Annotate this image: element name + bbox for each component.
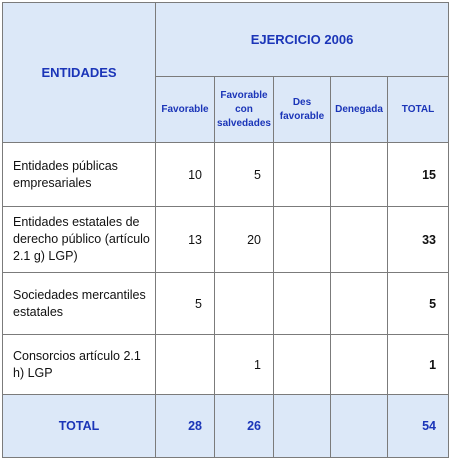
cell-denegada [330,142,388,207]
cell-total: 5 [386,272,450,335]
total-desfavorable [273,394,331,458]
cell-denegada [330,334,388,395]
total-denegada [330,394,388,458]
row-label: Entidades públicas empresariales [2,142,156,207]
cell-favorable-salvedades: 20 [214,206,274,273]
row-label: Entidades estatales de derecho público (… [2,206,156,273]
cell-favorable [155,334,215,395]
header-denegada: Denegada [330,76,388,143]
cell-favorable: 5 [155,272,215,335]
cell-desfavorable [273,272,331,335]
cell-desfavorable [273,206,331,273]
row-label: Consorcios artículo 2.1 h) LGP [2,334,156,395]
header-ejercicio: EJERCICIO 2006 [154,2,450,77]
cell-denegada [330,272,388,335]
header-favorable: Favorable [155,76,215,143]
cell-total: 33 [386,206,450,273]
table-row: Entidades públicas empresariales 10 5 15 [2,142,450,207]
total-favorable-salvedades: 26 [214,394,274,458]
total-label: TOTAL [2,394,156,458]
cell-total: 1 [386,334,450,395]
cell-favorable-salvedades: 1 [214,334,274,395]
header-entidades: ENTIDADES [2,2,156,143]
row-label: Sociedades mercantiles estatales [2,272,156,335]
header-total: TOTAL [386,76,450,143]
table-row: Consorcios artículo 2.1 h) LGP 1 1 [2,334,450,395]
cell-favorable: 13 [155,206,215,273]
total-row: TOTAL 28 26 54 [2,394,450,458]
table-row: Entidades estatales de derecho público (… [2,206,450,273]
table-row: Sociedades mercantiles estatales 5 5 [2,272,450,335]
header-desfavorable: Des favorable [273,76,331,143]
cell-desfavorable [273,334,331,395]
total-favorable: 28 [155,394,215,458]
cell-denegada [330,206,388,273]
cell-desfavorable [273,142,331,207]
cell-favorable: 10 [155,142,215,207]
total-total: 54 [386,394,450,458]
cell-total: 15 [386,142,450,207]
cell-favorable-salvedades [214,272,274,335]
cell-favorable-salvedades: 5 [214,142,274,207]
header-favorable-salvedades: Favorable con salvedades [214,76,274,143]
